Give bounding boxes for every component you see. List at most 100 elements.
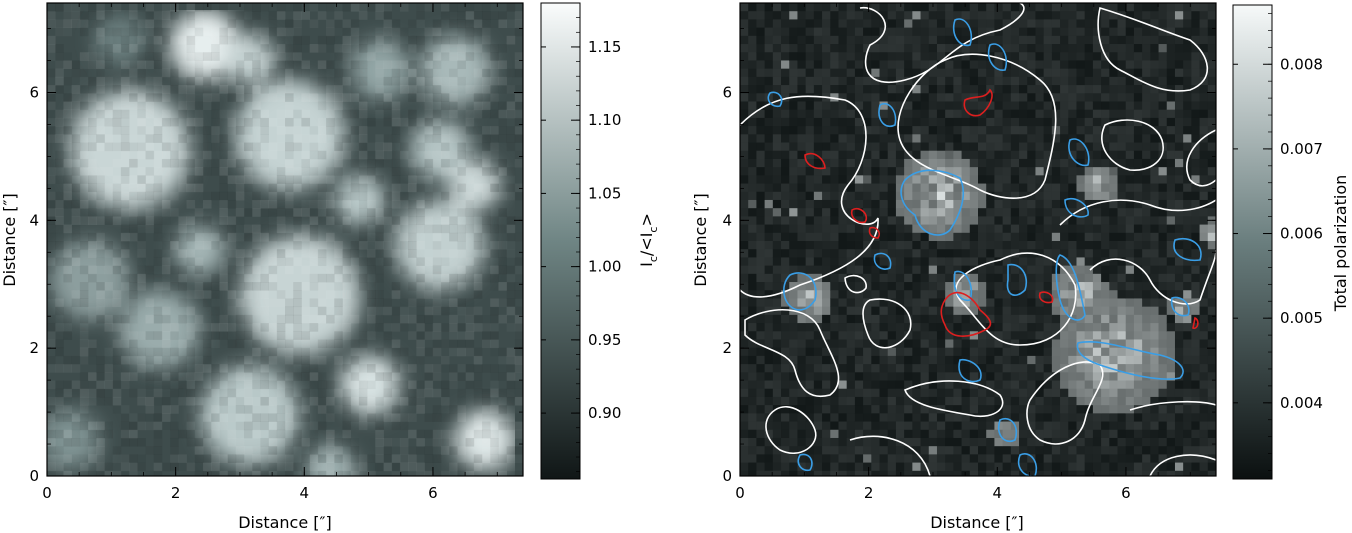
left-pixel	[490, 241, 499, 250]
right-pixel	[822, 224, 831, 234]
right-pixel	[830, 117, 839, 127]
left-pixel	[514, 347, 523, 357]
left-pixel	[317, 462, 327, 472]
right-pixel	[1010, 35, 1020, 45]
right-pixel	[912, 388, 921, 398]
right-pixel	[764, 290, 774, 299]
left-pixel	[260, 396, 269, 406]
right-pixel	[756, 142, 766, 152]
right-pixel	[1060, 298, 1069, 308]
left-pixel	[72, 454, 81, 463]
right-pixel	[978, 396, 987, 406]
right-pixel	[805, 191, 815, 201]
left-pixel	[252, 76, 261, 86]
right-pixel	[822, 109, 831, 119]
left-pixel	[55, 323, 64, 332]
right-pixel	[961, 216, 971, 225]
left-pixel	[71, 437, 81, 447]
right-pixel	[928, 175, 938, 184]
left-pixel	[104, 380, 114, 390]
right-pixel	[830, 44, 839, 53]
right-pixel	[1051, 323, 1061, 332]
right-pixel	[863, 437, 872, 447]
right-pixel	[928, 290, 938, 299]
left-pixel	[350, 175, 360, 184]
right-pixel	[813, 208, 823, 217]
left-pixel	[514, 19, 523, 29]
left-pixel	[178, 233, 187, 242]
right-pixel	[805, 314, 815, 324]
left-pixel	[96, 241, 105, 250]
right-pixel	[1076, 405, 1086, 414]
right-pixel	[748, 150, 757, 160]
left-pixel	[129, 19, 138, 29]
left-pixel	[219, 35, 228, 45]
left-pixel	[408, 356, 417, 365]
left-pixel	[293, 208, 302, 217]
left-pixel	[112, 109, 122, 119]
left-pixel	[408, 249, 417, 258]
left-pixel	[432, 470, 442, 476]
left-pixel	[301, 405, 311, 414]
left-pixel	[137, 3, 146, 12]
left-pixel	[465, 216, 475, 225]
left-pixel	[408, 60, 417, 70]
right-pixel	[813, 306, 823, 316]
right-pixel	[740, 298, 749, 308]
right-pixel	[871, 437, 880, 447]
right-pixel	[740, 191, 749, 201]
left-pixel	[367, 298, 376, 308]
left-pixel	[162, 175, 171, 184]
right-pixel	[1010, 282, 1020, 291]
right-pixel	[978, 273, 987, 283]
left-pixel	[137, 60, 146, 70]
right-pixel	[781, 429, 790, 439]
right-pixel	[756, 257, 766, 267]
left-pixel	[161, 265, 171, 275]
right-pixel	[920, 216, 930, 225]
right-pixel	[904, 158, 913, 168]
left-pixel	[71, 167, 81, 176]
right-pixel	[1035, 134, 1045, 143]
left-pixel	[351, 257, 360, 266]
right-pixel	[920, 19, 930, 29]
right-pixel	[879, 52, 889, 61]
left-pixel	[293, 175, 302, 184]
right-pixel	[1010, 175, 1020, 184]
right-pixel	[822, 405, 831, 414]
right-pixel	[994, 437, 1004, 447]
left-pixel	[514, 290, 523, 299]
left-pixel	[104, 429, 114, 439]
right-pixel	[789, 158, 798, 168]
left-pixel	[408, 208, 417, 217]
right-pixel	[772, 339, 782, 349]
right-pixel	[863, 396, 872, 406]
right-pixel	[969, 232, 979, 242]
right-pixel	[797, 273, 807, 283]
right-pixel	[748, 421, 757, 431]
left-pixel	[408, 331, 417, 340]
right-pixel	[961, 109, 971, 119]
left-pixel	[350, 306, 360, 316]
right-pixel	[764, 52, 774, 61]
right-pixel	[813, 175, 823, 184]
right-pixel	[830, 232, 839, 242]
left-pixel	[473, 76, 483, 86]
right-pixel	[748, 158, 757, 168]
left-pixel	[63, 224, 73, 234]
right-pixel	[928, 167, 938, 176]
right-pixel	[838, 355, 848, 365]
right-pixel	[945, 167, 954, 176]
left-pixel	[408, 167, 417, 176]
right-pixel	[838, 331, 848, 340]
left-pixel	[506, 282, 516, 291]
right-pixel	[953, 372, 962, 381]
right-pixel	[1027, 208, 1036, 217]
right-pixel	[838, 405, 848, 414]
left-pixel	[490, 44, 499, 53]
left-pixel	[482, 315, 491, 324]
left-pixel	[334, 454, 343, 463]
left-pixel	[514, 282, 523, 291]
right-pixel	[1010, 232, 1020, 242]
left-pixel	[170, 454, 179, 463]
